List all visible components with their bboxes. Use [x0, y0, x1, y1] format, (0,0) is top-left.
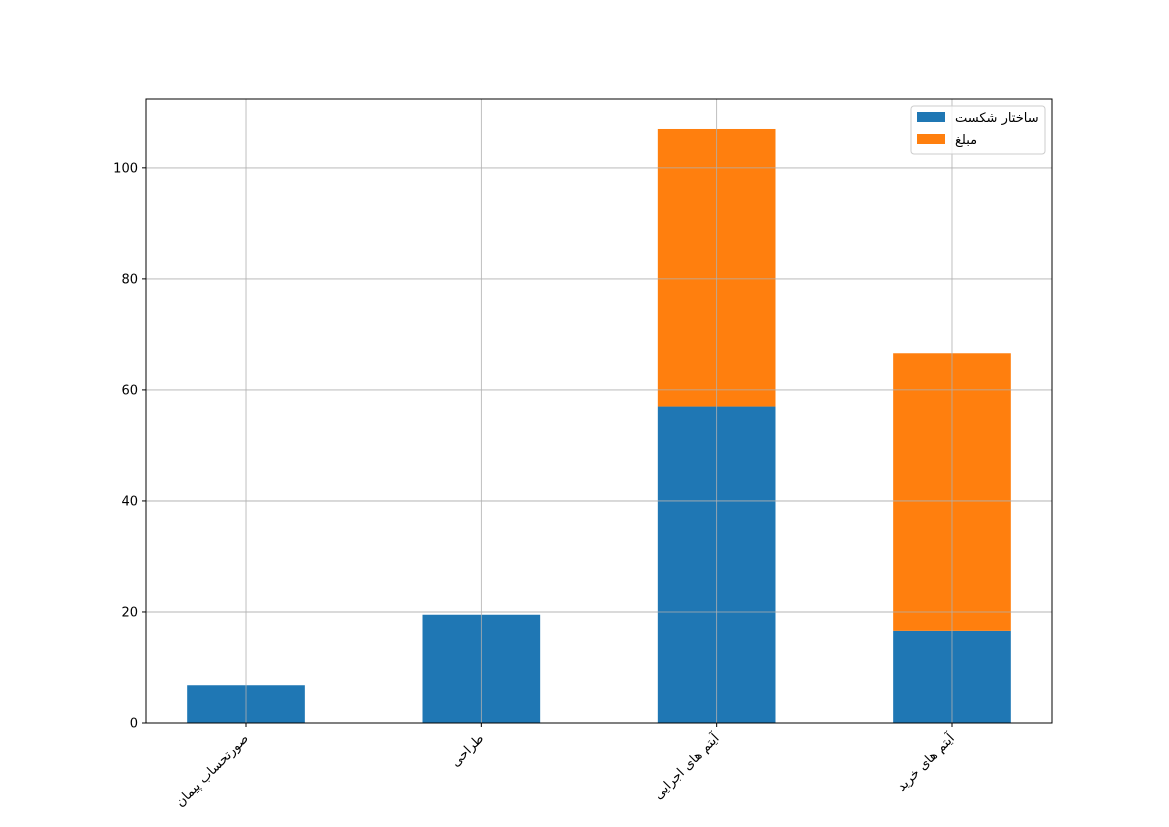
x-tick-label: آیتم های خرید — [893, 729, 959, 795]
x-axis: صورتحساب پیمان طراحی آیتم های اجرایی آیتم ه… — [173, 723, 959, 810]
y-tick-label: 20 — [121, 605, 138, 620]
legend-label: ساختار شکست — [955, 111, 1039, 126]
x-tick-label: صورتحساب پیمان — [173, 731, 252, 810]
plot-frame — [145, 98, 1053, 724]
x-tick-label: آیتم های اجرایی — [650, 729, 724, 803]
legend-label: مبلغ — [955, 133, 977, 148]
y-tick-label: 0 — [130, 717, 138, 732]
legend-swatch — [917, 134, 945, 144]
legend: ساختار شکست مبلغ — [910, 105, 1046, 155]
y-axis: 0 20 40 60 80 100 — [113, 161, 146, 732]
y-tick-label: 60 — [121, 383, 138, 398]
y-tick-label: 80 — [121, 272, 138, 287]
x-tick-label: طراحی — [448, 731, 487, 770]
y-tick-label: 40 — [121, 494, 138, 509]
bars — [146, 99, 1052, 724]
legend-swatch — [917, 112, 945, 122]
y-tick-label: 100 — [113, 161, 138, 176]
